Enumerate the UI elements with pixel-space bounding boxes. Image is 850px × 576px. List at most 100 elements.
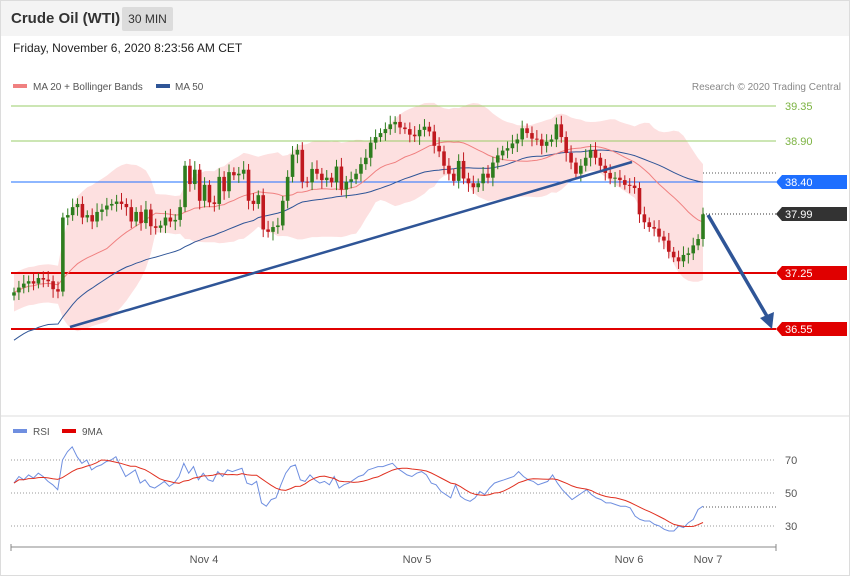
candle-body: [21, 283, 26, 288]
candle-body: [315, 168, 319, 174]
candle-body: [481, 173, 485, 184]
candle-body: [691, 245, 696, 254]
candle-body: [129, 207, 134, 222]
candle-body: [339, 166, 344, 190]
candle-body: [354, 173, 358, 180]
candle-body: [61, 217, 65, 292]
candle-body: [618, 177, 622, 181]
candle-body: [647, 222, 652, 228]
ma20-legend-swatch: [13, 84, 27, 88]
candle-body: [657, 228, 661, 237]
candle-body: [158, 225, 163, 228]
chart-header: Crude Oil (WTI) 30 MIN: [1, 1, 849, 36]
candle-body: [535, 138, 539, 140]
candle-body: [701, 214, 705, 240]
candle-body: [510, 143, 515, 149]
candle-body: [285, 176, 290, 201]
candle-body: [41, 278, 46, 280]
candle-body: [652, 227, 656, 229]
candle-body: [124, 203, 129, 208]
rsi-tick-50: 50: [785, 488, 797, 500]
candle-body: [163, 217, 168, 226]
candle-body: [432, 131, 437, 146]
level-label-3725: 37.25: [785, 268, 813, 280]
candle-body: [364, 157, 368, 165]
candle-body: [295, 149, 300, 155]
candle-body: [344, 181, 349, 190]
candle-body: [495, 155, 500, 163]
candle-body: [427, 126, 432, 132]
candle-body: [80, 203, 85, 218]
candle-body: [686, 253, 691, 255]
rsi-9ma-line: [13, 459, 704, 528]
candle-body: [417, 129, 422, 137]
candle-body: [149, 209, 153, 227]
candle-body: [241, 169, 246, 174]
candle-body: [442, 151, 446, 166]
candle-body: [119, 201, 124, 204]
ma20-line: [13, 141, 704, 293]
candle-body: [65, 215, 70, 218]
candle-body: [388, 124, 393, 130]
candle-body: [193, 169, 197, 185]
candle-body: [153, 226, 158, 228]
candle-body: [642, 214, 647, 223]
ma9-legend-label: 9MA: [82, 427, 103, 438]
rsi-legend-swatch: [13, 429, 27, 433]
candle-body: [549, 139, 554, 142]
candle-body: [75, 203, 80, 208]
candle-body: [368, 142, 373, 158]
candle-body: [305, 181, 309, 183]
candle-body: [447, 165, 451, 174]
candle-body: [373, 137, 378, 143]
candle-body: [359, 164, 363, 174]
candle-body: [637, 188, 642, 215]
pivot-price-tag: [776, 175, 847, 189]
candle-body: [378, 133, 383, 138]
candle-body: [168, 217, 173, 222]
rsi-tick-30: 30: [785, 521, 797, 533]
candle-body: [500, 150, 505, 156]
candle-body: [461, 160, 466, 179]
candle-body: [300, 149, 305, 182]
forecast-arrow-shaft: [706, 214, 770, 319]
candle-body: [505, 148, 510, 151]
candle-body: [12, 292, 16, 296]
candle-body: [676, 257, 681, 262]
level-label-3655: 36.55: [785, 324, 813, 336]
candle-body: [393, 121, 397, 125]
candle-body: [671, 251, 676, 258]
candle-body: [632, 185, 637, 189]
candle-body: [261, 195, 266, 230]
candle-body: [627, 184, 632, 186]
interval-badge[interactable]: 30 MIN: [122, 7, 173, 31]
candle-body: [56, 289, 60, 292]
candlestick-series: [12, 114, 705, 301]
candle-body: [310, 168, 314, 183]
candle-body: [662, 236, 666, 241]
ma50-legend-label: MA 50: [175, 82, 204, 93]
candle-body: [574, 162, 578, 174]
candle-body: [569, 152, 573, 163]
candle-body: [139, 211, 143, 224]
candle-body: [26, 281, 31, 284]
candle-body: [246, 169, 251, 201]
candle-body: [266, 229, 270, 232]
candle-body: [236, 173, 241, 176]
candle-body: [85, 215, 90, 218]
candle-body: [173, 219, 178, 222]
candle-body: [280, 200, 285, 226]
candle-body: [598, 157, 603, 166]
ma9-legend-swatch: [62, 429, 76, 433]
candle-body: [31, 281, 36, 284]
candle-body: [476, 183, 481, 188]
candle-body: [217, 176, 222, 204]
candle-body: [36, 278, 41, 284]
candle-body: [95, 211, 99, 222]
candle-body: [334, 166, 339, 183]
candle-body: [408, 129, 412, 135]
candle-body: [456, 160, 461, 181]
candle-body: [525, 128, 529, 134]
candle-body: [583, 157, 588, 166]
